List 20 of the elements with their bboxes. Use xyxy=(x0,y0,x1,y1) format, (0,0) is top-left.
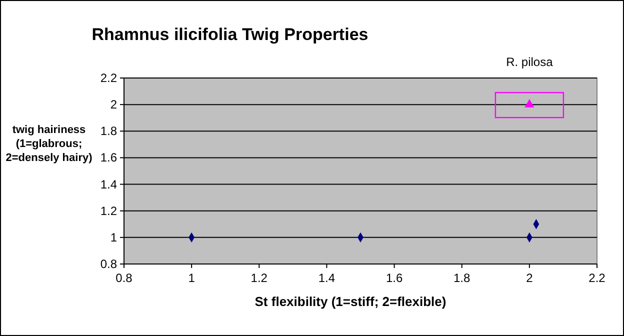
y-axis-title: twig hairiness (1=glabrous; 2=densely hairy) xyxy=(4,123,94,165)
x-tick-label: 1.8 xyxy=(454,271,471,285)
x-tick-label: 2.2 xyxy=(588,271,606,285)
y-tick-label: 1.4 xyxy=(100,177,118,192)
chart-title: Rhamnus ilicifolia Twig Properties xyxy=(92,25,368,44)
x-tick-label: 1.2 xyxy=(250,271,268,285)
x-tick-label: 2 xyxy=(526,271,534,285)
x-tick-label: 1.4 xyxy=(318,271,336,285)
x-tick-label: 1 xyxy=(188,271,196,285)
y-tick-label: 1.6 xyxy=(100,150,118,165)
point xyxy=(524,99,534,108)
y-tick-label: 2.2 xyxy=(100,71,118,85)
y-tick-label: 1 xyxy=(110,230,118,244)
y-tick-label: 1.2 xyxy=(100,204,118,218)
y-tick-label: 2 xyxy=(110,98,118,112)
x-axis-title: St flexibility (1=stiff; 2=flexible) xyxy=(254,294,446,309)
x-tick-label: 1.6 xyxy=(386,271,403,285)
annotation: R. pilosa xyxy=(506,55,554,69)
y-tick-label: 1.8 xyxy=(100,124,118,138)
y-tick-label: 0.8 xyxy=(100,257,118,271)
